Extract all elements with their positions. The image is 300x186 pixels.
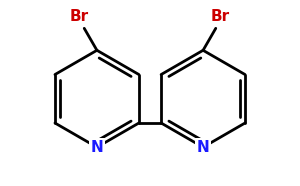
Text: N: N: [197, 140, 209, 155]
Text: Br: Br: [211, 9, 230, 24]
Text: Br: Br: [70, 9, 89, 24]
Text: N: N: [91, 140, 103, 155]
